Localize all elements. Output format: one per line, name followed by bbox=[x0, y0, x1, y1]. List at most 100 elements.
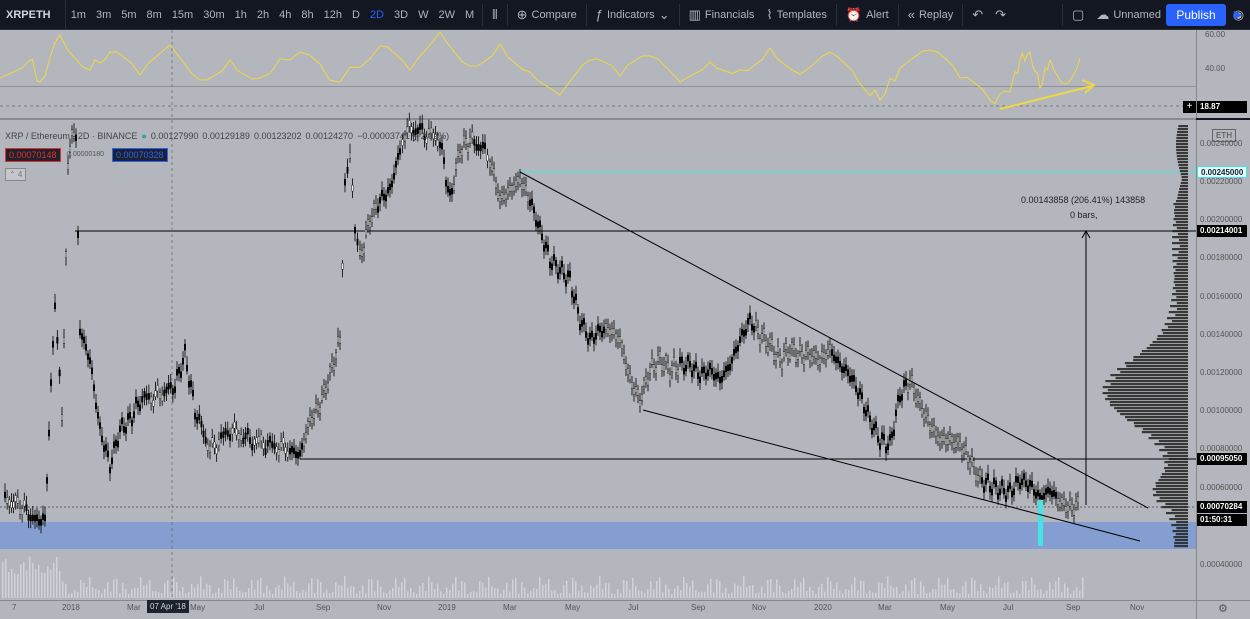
time-axis[interactable] bbox=[0, 600, 1196, 619]
volume-bar bbox=[269, 590, 271, 598]
candle-body bbox=[1034, 492, 1037, 499]
publish-button[interactable]: Publish bbox=[1166, 4, 1226, 26]
interval-1h[interactable]: 1h bbox=[234, 8, 247, 21]
interval-5m[interactable]: 5m bbox=[121, 8, 137, 21]
play-icon[interactable]: ▶ bbox=[1233, 9, 1243, 21]
interval-8m[interactable]: 8m bbox=[146, 8, 162, 21]
volume-profile-bar bbox=[1174, 215, 1188, 218]
volume-bar bbox=[200, 576, 202, 598]
candle-body bbox=[463, 135, 466, 143]
volume-bar bbox=[1067, 587, 1069, 598]
currency-badge[interactable]: ETH bbox=[1212, 129, 1236, 142]
volume-bar bbox=[914, 577, 916, 598]
interval-3d[interactable]: 3D bbox=[394, 8, 409, 21]
interval-3m[interactable]: 3m bbox=[95, 8, 112, 21]
volume-bar bbox=[23, 562, 25, 598]
volume-bar bbox=[47, 566, 49, 598]
candle-body bbox=[419, 123, 422, 130]
time-tick: May bbox=[190, 603, 206, 612]
alarm-icon: ⏰ bbox=[845, 6, 863, 22]
interval-d[interactable]: D bbox=[351, 8, 360, 21]
volume-bar bbox=[827, 577, 829, 598]
candle-body bbox=[995, 480, 998, 487]
interval-m[interactable]: M bbox=[464, 8, 475, 21]
add-alert-button[interactable]: + bbox=[1183, 101, 1196, 113]
undo-button[interactable]: ↶ bbox=[966, 0, 989, 30]
volume-bar bbox=[992, 587, 994, 598]
redo-button[interactable]: ↷ bbox=[989, 0, 1012, 30]
candle-body bbox=[925, 410, 928, 418]
alert-button[interactable]: ⏰ Alert bbox=[840, 0, 895, 30]
candle-body bbox=[19, 508, 22, 515]
volume-profile-bar bbox=[1176, 302, 1188, 305]
price-tick: 0.00100000 bbox=[1200, 406, 1243, 415]
interval-8h[interactable]: 8h bbox=[301, 8, 314, 21]
volume-bar bbox=[8, 571, 10, 598]
candle-body bbox=[845, 364, 848, 371]
volume-bar bbox=[494, 588, 496, 598]
candle-body bbox=[36, 514, 39, 521]
volume-bar bbox=[302, 589, 304, 598]
volume-bar bbox=[158, 592, 160, 598]
templates-button[interactable]: ⌇ Templates bbox=[760, 0, 833, 30]
financials-button[interactable]: ▥ Financials bbox=[683, 0, 761, 30]
volume-profile-bar bbox=[1164, 467, 1188, 470]
candle-body bbox=[769, 337, 772, 344]
volume-bar bbox=[1058, 577, 1060, 598]
volume-profile-bar bbox=[1159, 449, 1188, 452]
interval-2d[interactable]: 2D bbox=[369, 8, 384, 21]
rsi-band-line bbox=[0, 86, 1196, 87]
replay-button[interactable]: «Replay bbox=[902, 0, 959, 30]
candle-body bbox=[801, 351, 804, 359]
candle-body bbox=[903, 380, 906, 387]
candle-body bbox=[145, 393, 148, 400]
candle-body bbox=[21, 508, 24, 515]
candle-body bbox=[797, 353, 800, 360]
candle-body bbox=[373, 203, 376, 210]
symbol-search[interactable]: XRPETH bbox=[0, 0, 66, 30]
candle-body bbox=[333, 364, 336, 371]
interval-w[interactable]: W bbox=[418, 8, 429, 21]
candle-body bbox=[40, 519, 43, 526]
volume-profile-bar bbox=[1141, 431, 1188, 434]
snapshot-button[interactable]: ◉ bbox=[1227, 0, 1250, 30]
candle-body bbox=[851, 375, 854, 382]
bid-price[interactable]: 0.00070148 bbox=[5, 148, 61, 162]
volume-bar bbox=[626, 580, 628, 598]
compare-button[interactable]: ⊕ Compare bbox=[511, 0, 583, 30]
candle-body bbox=[581, 320, 584, 327]
indicators-button[interactable]: ƒ Indicators ⌄ bbox=[590, 0, 676, 30]
layout-toggle-button[interactable]: ▢ bbox=[1066, 0, 1090, 30]
candle-body bbox=[805, 350, 808, 357]
interval-12h[interactable]: 12h bbox=[323, 8, 342, 21]
volume-bar bbox=[605, 583, 607, 598]
volume-profile-bar bbox=[1177, 197, 1188, 200]
volume-bar bbox=[29, 556, 31, 598]
volume-bar bbox=[5, 559, 7, 598]
rsi-pane[interactable] bbox=[0, 30, 1196, 118]
interval-2h[interactable]: 2h bbox=[256, 8, 270, 21]
interval-30m[interactable]: 30m bbox=[203, 8, 225, 21]
candle-body bbox=[436, 139, 439, 147]
candle-body bbox=[849, 375, 852, 383]
candle-body bbox=[363, 247, 366, 255]
candle-body bbox=[323, 384, 326, 391]
candle-body bbox=[484, 142, 487, 150]
gear-icon[interactable]: ⚙ bbox=[1218, 603, 1228, 615]
volume-bar bbox=[710, 578, 712, 598]
interval-15m[interactable]: 15m bbox=[171, 8, 194, 21]
candle-body bbox=[64, 251, 67, 258]
volume-bar bbox=[11, 568, 13, 598]
interval-4h[interactable]: 4h bbox=[279, 8, 292, 21]
volume-bar bbox=[515, 578, 517, 598]
chart-type-button[interactable]: ⫴ bbox=[486, 0, 503, 30]
ask-price[interactable]: 0.00070328 bbox=[112, 148, 168, 162]
main-chart-pane[interactable] bbox=[0, 120, 1196, 600]
legend-collapse-button[interactable]: ⌃ 4 bbox=[5, 168, 27, 181]
interval-1m[interactable]: 1m bbox=[70, 8, 86, 21]
interval-2w[interactable]: 2W bbox=[438, 8, 455, 21]
candle-body bbox=[795, 356, 798, 363]
candle-body bbox=[356, 238, 359, 246]
candle-body bbox=[819, 358, 822, 365]
candle-body bbox=[583, 318, 586, 325]
